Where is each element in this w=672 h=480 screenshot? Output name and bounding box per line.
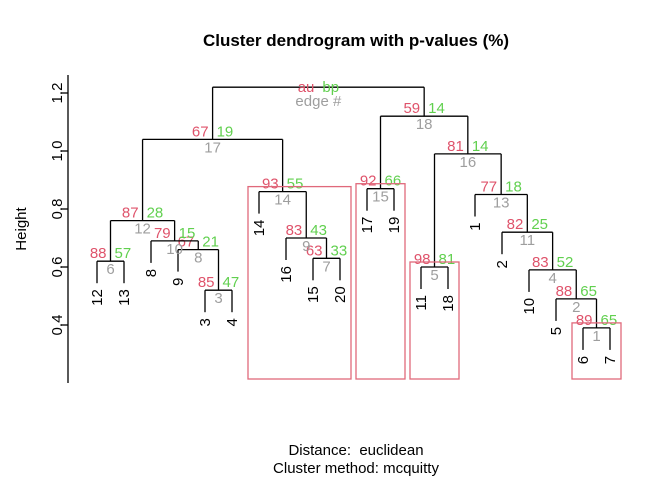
au-value-label: 83 [532,254,549,271]
leaf-label: 2 [494,260,511,268]
edge-number-label: 8 [194,250,202,267]
au-value-label: 83 [286,222,303,239]
bp-value-label: 57 [115,245,132,262]
edge-number-label: 11 [520,232,536,249]
leaf-label: 1 [467,223,484,231]
leaf-label: 18 [440,295,457,312]
leaf-label: 13 [116,289,133,306]
bp-value-label: 21 [202,234,219,251]
au-value-label: 88 [90,245,107,262]
leaf-label: 11 [413,295,430,311]
y-axis-tick-label: 0.8 [49,199,66,220]
au-value-label: 87 [122,205,139,222]
au-value-label: 79 [154,225,171,242]
edge-number-label: 10 [166,241,183,258]
edge-number-label: 18 [416,116,433,133]
edge-number-label: 5 [430,267,438,284]
bp-legend-label: bp [322,79,339,96]
edge-number-label: 9 [302,238,310,255]
leaf-label: 10 [521,298,538,315]
bp-value-label: 19 [217,123,234,140]
leaf-label: 7 [602,356,619,364]
edge-number-label: 12 [134,221,151,238]
cluster-highlight-rect [355,183,406,380]
leaf-label: 20 [332,286,349,303]
bp-value-label: 52 [557,254,574,271]
y-axis-label: Height [13,206,30,250]
edge-number-label: 6 [106,261,114,278]
cluster-highlight-rect [571,322,622,380]
cluster-highlight-rect [247,185,352,380]
au-value-label: 85 [198,274,215,291]
edge-number-label: 16 [459,154,476,171]
cluster-method-label: Cluster method: mcquitty [273,460,439,477]
y-axis-tick-label: 1.2 [49,83,66,104]
bp-value-label: 65 [601,312,618,329]
leaf-label: 19 [386,217,403,234]
distance-label: Distance: euclidean [288,442,424,459]
leaf-label: 12 [89,289,106,306]
leaf-label: 14 [251,220,268,237]
edge-number-label: 14 [274,192,291,209]
au-value-label: 82 [507,216,524,233]
bp-value-label: 65 [580,283,597,300]
edge-number-label: 15 [372,189,389,206]
au-value-label: 93 [262,176,279,193]
au-value-label: 59 [403,100,420,117]
bp-value-label: 28 [147,205,164,222]
au-value-label: 81 [447,138,464,155]
leaf-label: 17 [359,217,376,234]
au-legend-label: au [298,79,315,96]
bp-value-label: 14 [472,138,489,155]
leaf-label: 8 [143,269,160,277]
edge-number-label: 7 [322,258,330,275]
bp-value-label: 47 [223,274,240,291]
chart-title: Cluster dendrogram with p-values (%) [202,31,510,50]
edge-number-label: 4 [548,270,556,287]
y-axis-tick-label: 0.4 [49,315,66,336]
au-value-label: 67 [178,234,195,251]
bp-value-label: 15 [179,225,196,242]
edge-legend-label: edge # [295,93,342,110]
au-value-label: 98 [414,251,431,268]
leaf-label: 16 [278,266,295,283]
au-value-label: 88 [556,283,573,300]
bp-value-label: 43 [310,222,327,239]
edge-number-label: 13 [493,195,510,212]
leaf-label: 5 [548,327,565,335]
edge-number-label: 17 [204,139,221,156]
bp-value-label: 33 [331,242,348,259]
leaf-label: 4 [224,318,241,326]
bp-value-label: 81 [439,251,456,268]
au-value-label: 63 [306,242,323,259]
leaf-label: 15 [305,286,322,303]
y-axis-tick-label: 1.0 [49,141,66,162]
leaf-label: 6 [575,356,592,364]
bp-value-label: 55 [287,176,304,193]
edge-number-label: 3 [214,290,222,307]
y-axis-tick-label: 0.6 [49,257,66,278]
au-value-label: 92 [360,173,377,190]
bp-value-label: 66 [385,173,402,190]
cluster-highlight-rect [409,261,460,380]
leaf-label: 9 [170,278,187,286]
leaf-label: 3 [197,318,214,326]
edge-number-label: 1 [592,328,600,345]
bp-value-label: 25 [531,216,548,233]
au-value-label: 89 [576,312,593,329]
au-value-label: 77 [480,179,497,196]
bp-value-label: 18 [505,179,522,196]
bp-value-label: 14 [428,100,445,117]
au-value-label: 67 [192,123,209,140]
edge-number-label: 2 [572,299,580,316]
